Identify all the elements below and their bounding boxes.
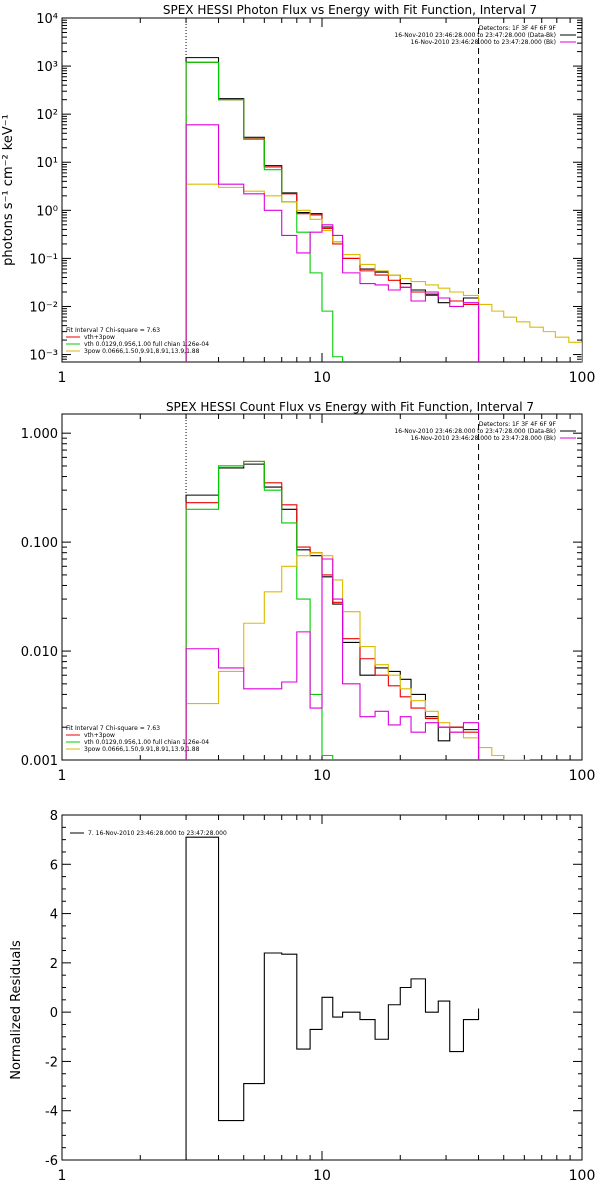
y-tick-label: 10¹ bbox=[36, 156, 58, 171]
y-tick-label: 10⁴ bbox=[36, 12, 58, 27]
y-tick-label: 6 bbox=[50, 858, 58, 873]
y-tick-label: 10³ bbox=[36, 60, 58, 75]
count-flux-title: SPEX HESSI Count Flux vs Energy with Fit… bbox=[166, 400, 534, 414]
legend-top-entry: 16-Nov-2010 23:46:28.000 to 23:47:28.000… bbox=[394, 428, 556, 435]
y-tick-label: 8 bbox=[50, 809, 58, 824]
x-tick-label: 100 bbox=[569, 1168, 596, 1184]
y-tick-label: 0.100 bbox=[21, 536, 58, 551]
x-tick-label: 1 bbox=[58, 1168, 67, 1184]
x-tick-label: 1 bbox=[58, 370, 67, 386]
legend-bottom-entry: 3pow 0.0666,1.50,9.91,8.91,13.9,1.88 bbox=[84, 348, 200, 355]
series-line bbox=[185, 558, 480, 760]
series-line bbox=[185, 183, 582, 362]
residuals-ylabel: Normalized Residuals bbox=[9, 940, 24, 1080]
y-tick-label: 10⁰ bbox=[36, 204, 58, 219]
y-tick-label: 0.001 bbox=[21, 754, 58, 769]
y-tick-label: 0 bbox=[50, 1006, 58, 1021]
legend-top-entry: 16-Nov-2010 23:46:28.000 to 23:47:28.000… bbox=[394, 32, 556, 39]
y-tick-label: -6 bbox=[45, 1154, 58, 1169]
legend-bottom-entry: vth+3pow bbox=[84, 334, 115, 341]
y-tick-label: 10² bbox=[36, 108, 58, 123]
y-tick-label: 10⁻² bbox=[29, 300, 58, 315]
y-tick-label: 10⁻¹ bbox=[29, 252, 58, 267]
legend-bottom-entry: Fit Interval 7 Chi-square = 7.63 bbox=[66, 327, 160, 334]
y-tick-label: -4 bbox=[45, 1105, 58, 1120]
y-tick-label: 0.010 bbox=[21, 645, 58, 660]
legend-bottom-entry: vth+3pow bbox=[84, 732, 115, 739]
y-tick-label: 10⁻³ bbox=[29, 349, 58, 364]
legend-entry: 7. 16-Nov-2010 23:46:28.000 to 23:47:28.… bbox=[88, 830, 227, 837]
count-flux-panel: SPEX HESSI Count Flux vs Energy with Fit… bbox=[21, 400, 596, 784]
photon-flux-panel: SPEX HESSI Photon Flux vs Energy with Fi… bbox=[1, 3, 595, 386]
series-line bbox=[185, 124, 480, 362]
legend-bottom-entry: 3pow 0.0666,1.50,9.91,8.91,13.9,1.88 bbox=[84, 746, 200, 753]
legend-bottom-entry: vth 0.0129,0.956,1.00 full chian 1.26e-0… bbox=[84, 341, 209, 348]
legend-bottom-entry: vth 0.0129,0.956,1.00 full chian 1.26e-0… bbox=[84, 739, 209, 746]
x-tick-label: 10 bbox=[313, 768, 331, 784]
photon-flux-title: SPEX HESSI Photon Flux vs Energy with Fi… bbox=[163, 3, 537, 17]
x-tick-label: 10 bbox=[313, 1168, 331, 1184]
x-tick-label: 10 bbox=[313, 370, 331, 386]
legend-bottom-entry: Fit Interval 7 Chi-square = 7.63 bbox=[66, 725, 160, 732]
y-tick-label: -2 bbox=[45, 1055, 58, 1070]
legend-top-entry: Detectors: 1F 3F 4F 6F 9F bbox=[479, 421, 557, 428]
x-tick-label: 100 bbox=[569, 370, 596, 386]
legend-top-entry: 16-Nov-2010 23:46:28.000 to 23:47:28.000… bbox=[411, 435, 556, 442]
y-tick-label: 1.000 bbox=[21, 427, 58, 442]
series-line bbox=[185, 836, 480, 1160]
series-line bbox=[185, 552, 530, 760]
x-tick-label: 100 bbox=[569, 768, 596, 784]
y-tick-label: 4 bbox=[50, 908, 58, 923]
y-tick-label: 2 bbox=[50, 957, 58, 972]
legend-top-entry: 16-Nov-2010 23:46:28.000 to 23:47:28.000… bbox=[411, 39, 556, 46]
photon-flux-ylabel: photons s⁻¹ cm⁻² keV⁻¹ bbox=[1, 114, 16, 266]
x-tick-label: 1 bbox=[58, 768, 67, 784]
legend-top-entry: Detectors: 1F 3F 4F 6F 9F bbox=[479, 25, 557, 32]
residuals-panel: Normalized Residuals 1 10 100 -6 -4 -2 0 2 4 6 8 7.… bbox=[9, 809, 595, 1184]
